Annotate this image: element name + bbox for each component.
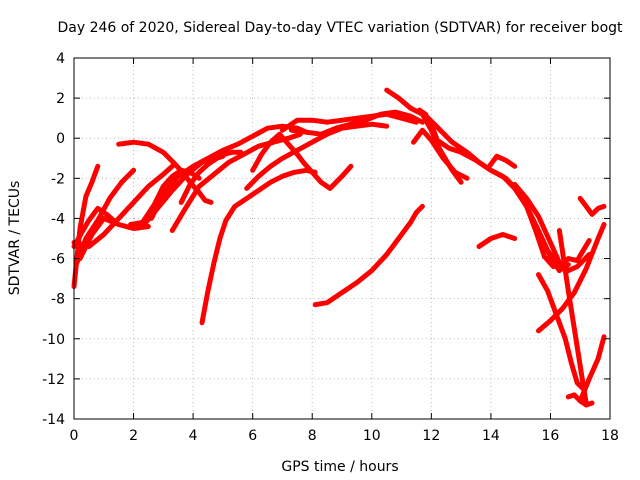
series-s15 [279,111,419,133]
series-group [71,87,607,408]
axes: 0 2 4 6 8 10 12 14 16 18 -14 -12 -10 -8 -6 -4 -2 0 2 4 [42,51,619,444]
x-tick-label: 12 [422,428,440,444]
series-s3 [74,167,137,266]
x-tick-label: 2 [129,428,138,444]
y-tick-label: -6 [51,252,65,268]
x-tick-label: 0 [70,428,79,444]
series-s14 [250,131,354,191]
x-tick-label: 4 [189,428,198,444]
series-s17 [312,203,425,308]
series-s20 [411,127,470,181]
y-tick-label: -4 [51,211,65,227]
series-s5 [77,215,151,262]
y-tick-label: -10 [42,332,65,348]
x-tick-label: 16 [542,428,560,444]
y-tick-label: -14 [42,412,65,428]
series-s23 [476,232,518,249]
chart-title: Day 246 of 2020, Sidereal Day-to-day VTE… [57,20,623,36]
y-tick-label: 2 [56,91,65,107]
series-s10 [169,131,303,233]
y-tick-label: -12 [42,372,65,388]
series-s4 [71,163,175,249]
series-s22 [485,153,518,171]
series-s2 [71,205,119,249]
grid [74,58,610,419]
series-s26 [536,272,586,392]
x-axis-label: GPS time / hours [281,459,398,475]
y-tick-label: -8 [51,292,65,308]
x-tick-label: 10 [363,428,381,444]
x-tick-label: 14 [482,428,500,444]
series-s25 [533,228,592,270]
y-tick-label: 0 [56,131,65,147]
series-s12 [199,167,318,326]
series-s1 [71,163,101,290]
plot-frame [73,57,611,420]
series-s30 [577,334,607,404]
series-s16 [288,109,425,137]
series-s31 [577,195,607,217]
x-tick-label: 8 [308,428,317,444]
series-s28 [536,222,607,334]
y-tick-label: -2 [51,171,65,187]
y-axis-label: SDTVAR / TECUs [7,181,23,296]
y-tick-label: 4 [56,51,65,67]
series-s11 [178,153,226,205]
x-tick-label: 18 [601,428,619,444]
x-tick-label: 6 [248,428,257,444]
series-s13 [244,121,390,191]
